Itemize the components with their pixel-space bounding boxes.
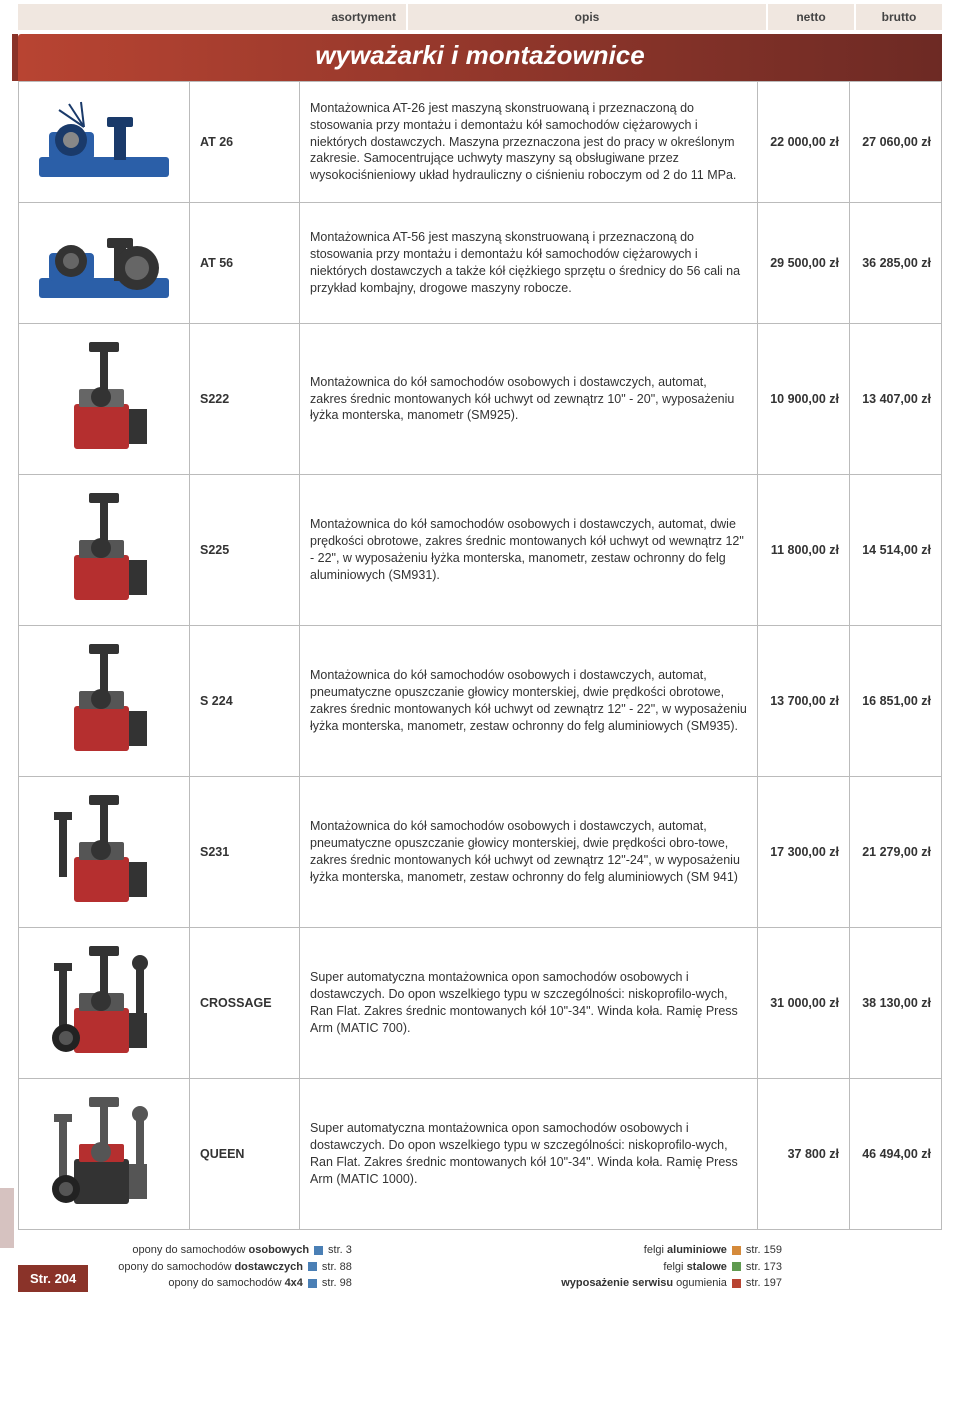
table-header: asortyment opis netto brutto <box>18 4 942 30</box>
product-image <box>19 475 190 626</box>
color-swatch-icon <box>314 1246 323 1255</box>
footer-link-page: str. 98 <box>322 1275 352 1292</box>
product-code: S222 <box>190 324 300 475</box>
table-row: AT 26 Montażownica AT-26 jest maszyną sk… <box>19 82 942 203</box>
footer-link-page: str. 3 <box>328 1242 352 1259</box>
product-code: S231 <box>190 777 300 928</box>
col-opis: opis <box>408 4 766 30</box>
table-row: QUEEN Super automatyczna montażownica op… <box>19 1079 942 1230</box>
price-brutto: 46 494,00 zł <box>850 1079 942 1230</box>
product-description: Montażownica AT-56 jest maszyną skonstru… <box>300 203 758 324</box>
product-description: Super automatyczna montażownica opon sam… <box>300 1079 758 1230</box>
footer-links-left: opony do samochodów osobowych str. 3 opo… <box>118 1242 352 1292</box>
product-description: Montażownica AT-26 jest maszyną skonstru… <box>300 82 758 203</box>
footer-link-text: opony do samochodów osobowych <box>132 1242 309 1259</box>
footer-link: wyposażenie serwisu ogumienia str. 197 <box>561 1275 782 1292</box>
price-netto: 10 900,00 zł <box>758 324 850 475</box>
color-swatch-icon <box>308 1279 317 1288</box>
price-netto: 11 800,00 zł <box>758 475 850 626</box>
product-image <box>19 1079 190 1230</box>
page-number: Str. 204 <box>18 1265 88 1292</box>
product-image <box>19 324 190 475</box>
footer-link: opony do samochodów osobowych str. 3 <box>118 1242 352 1259</box>
product-code: S225 <box>190 475 300 626</box>
price-netto: 13 700,00 zł <box>758 626 850 777</box>
color-swatch-icon <box>732 1279 741 1288</box>
price-netto: 31 000,00 zł <box>758 928 850 1079</box>
footer-link: felgi aluminiowe str. 159 <box>561 1242 782 1259</box>
color-swatch-icon <box>732 1262 741 1271</box>
table-row: S 224 Montażownica do kół samochodów oso… <box>19 626 942 777</box>
product-code: AT 26 <box>190 82 300 203</box>
price-brutto: 14 514,00 zł <box>850 475 942 626</box>
product-code: AT 56 <box>190 203 300 324</box>
footer-link: opony do samochodów dostawczych str. 88 <box>118 1259 352 1276</box>
page-footer: Str. 204 opony do samochodów osobowych s… <box>18 1242 942 1292</box>
price-brutto: 27 060,00 zł <box>850 82 942 203</box>
price-netto: 17 300,00 zł <box>758 777 850 928</box>
price-brutto: 21 279,00 zł <box>850 777 942 928</box>
footer-link-text: wyposażenie serwisu ogumienia <box>561 1275 727 1292</box>
col-asortyment: asortyment <box>18 4 406 30</box>
product-image <box>19 626 190 777</box>
product-image <box>19 928 190 1079</box>
price-netto: 29 500,00 zł <box>758 203 850 324</box>
product-image <box>19 777 190 928</box>
footer-link-text: opony do samochodów 4x4 <box>168 1275 303 1292</box>
product-description: Montażownica do kół samochodów osobowych… <box>300 777 758 928</box>
footer-link-page: str. 173 <box>746 1259 782 1276</box>
product-code: QUEEN <box>190 1079 300 1230</box>
footer-link-page: str. 159 <box>746 1242 782 1259</box>
footer-link-page: str. 197 <box>746 1275 782 1292</box>
product-description: Montażownica do kół samochodów osobowych… <box>300 324 758 475</box>
product-description: Super automatyczna montażownica opon sam… <box>300 928 758 1079</box>
product-code: CROSSAGE <box>190 928 300 1079</box>
price-netto: 37 800 zł <box>758 1079 850 1230</box>
col-brutto: brutto <box>856 4 942 30</box>
table-row: S222 Montażownica do kół samochodów osob… <box>19 324 942 475</box>
price-netto: 22 000,00 zł <box>758 82 850 203</box>
product-code: S 224 <box>190 626 300 777</box>
table-row: S225 Montażownica do kół samochodów osob… <box>19 475 942 626</box>
product-image <box>19 203 190 324</box>
price-brutto: 16 851,00 zł <box>850 626 942 777</box>
price-brutto: 38 130,00 zł <box>850 928 942 1079</box>
side-tab <box>0 1188 14 1248</box>
product-image <box>19 82 190 203</box>
color-swatch-icon <box>732 1246 741 1255</box>
col-netto: netto <box>768 4 854 30</box>
table-row: S231 Montażownica do kół samochodów osob… <box>19 777 942 928</box>
table-row: AT 56 Montażownica AT-56 jest maszyną sk… <box>19 203 942 324</box>
products-table: AT 26 Montażownica AT-26 jest maszyną sk… <box>18 81 942 1230</box>
footer-link: opony do samochodów 4x4 str. 98 <box>118 1275 352 1292</box>
footer-link-page: str. 88 <box>322 1259 352 1276</box>
price-brutto: 36 285,00 zł <box>850 203 942 324</box>
footer-link-text: felgi stalowe <box>663 1259 727 1276</box>
footer-link-text: opony do samochodów dostawczych <box>118 1259 303 1276</box>
footer-links-right: felgi aluminiowe str. 159 felgi stalowe … <box>561 1242 782 1292</box>
footer-link: felgi stalowe str. 173 <box>561 1259 782 1276</box>
product-description: Montażownica do kół samochodów osobowych… <box>300 475 758 626</box>
product-description: Montażownica do kół samochodów osobowych… <box>300 626 758 777</box>
footer-link-text: felgi aluminiowe <box>644 1242 727 1259</box>
section-title: wyważarki i montażownice <box>18 34 942 81</box>
color-swatch-icon <box>308 1262 317 1271</box>
table-row: CROSSAGE Super automatyczna montażownica… <box>19 928 942 1079</box>
price-brutto: 13 407,00 zł <box>850 324 942 475</box>
